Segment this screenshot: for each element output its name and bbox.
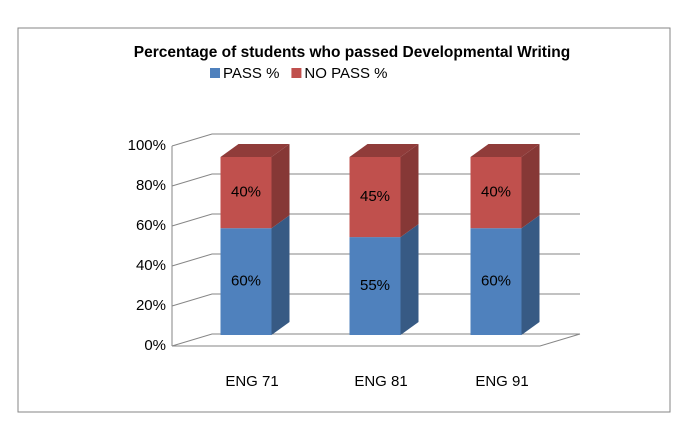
- data-label: 40%: [231, 184, 261, 201]
- legend-label: PASS %: [223, 65, 279, 82]
- chart-frame: [17, 27, 671, 413]
- bar-side: [271, 215, 290, 335]
- bar-front: [220, 228, 272, 335]
- grid-line: [171, 333, 580, 347]
- data-label: 60%: [231, 273, 261, 290]
- grid-line: [171, 213, 580, 227]
- bar-top: [220, 144, 290, 157]
- bar-front: [349, 157, 401, 238]
- data-label: 45%: [360, 188, 390, 205]
- bar-front: [349, 237, 401, 335]
- data-label: 60%: [481, 273, 511, 290]
- legend-swatch: [291, 68, 302, 78]
- y-tick-label: 0%: [144, 337, 166, 354]
- bar-side: [521, 144, 540, 229]
- bar-top: [470, 144, 540, 157]
- bar-side: [521, 215, 540, 335]
- data-label: 55%: [360, 277, 390, 294]
- bar-side: [271, 144, 290, 229]
- floor-edge: [172, 333, 581, 347]
- x-tick-label: ENG 71: [225, 373, 278, 390]
- grid-line: [171, 133, 580, 147]
- y-tick-label: 80%: [136, 177, 166, 194]
- bar-side: [400, 224, 419, 335]
- x-tick-label: ENG 91: [475, 373, 528, 390]
- y-tick-label: 20%: [136, 297, 166, 314]
- y-tick-label: 40%: [136, 257, 166, 274]
- bar-side: [400, 144, 419, 238]
- legend-label: NO PASS %: [304, 65, 387, 82]
- x-tick-label: ENG 81: [354, 373, 407, 390]
- bar-front: [470, 228, 522, 335]
- legend-swatch: [210, 68, 220, 78]
- grid-line: [171, 253, 580, 267]
- bar-front: [220, 157, 272, 229]
- chart-title: Percentage of students who passed Develo…: [134, 44, 570, 61]
- bar-top: [349, 144, 419, 157]
- grid-line: [171, 173, 580, 187]
- bar-front: [470, 157, 522, 229]
- y-tick-label: 60%: [136, 217, 166, 234]
- data-label: 40%: [481, 184, 511, 201]
- y-tick-label: 100%: [128, 137, 166, 154]
- grid-line: [171, 293, 580, 307]
